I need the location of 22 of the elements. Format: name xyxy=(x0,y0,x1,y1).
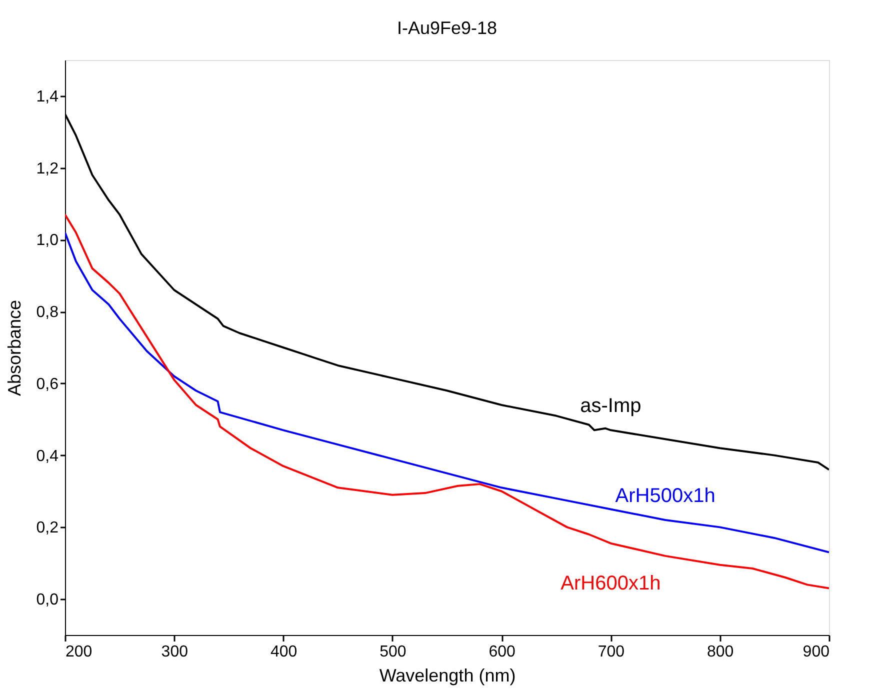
y-tick-label: 0,0 xyxy=(36,592,59,609)
x-tick-label: 300 xyxy=(161,644,188,660)
y-tick-label: 0,6 xyxy=(36,376,59,393)
x-tick-label: 500 xyxy=(380,644,406,660)
y-tick-label: 0,4 xyxy=(36,448,59,465)
y-tick-label: 1,2 xyxy=(36,160,59,178)
x-tick-label: 900 xyxy=(802,644,830,660)
y-tick-label: 0,2 xyxy=(36,520,59,537)
x-tick-label: 400 xyxy=(270,644,298,660)
y-axis-title: Absorbance xyxy=(4,300,24,396)
x-tick-label: 800 xyxy=(707,644,734,660)
x-tick-label: 600 xyxy=(488,644,516,660)
series-label: ArH600x1h xyxy=(560,572,661,594)
series-label: as-Imp xyxy=(580,395,642,418)
x-tick-label: 200 xyxy=(66,644,92,660)
series-label: ArH500x1h xyxy=(615,485,716,507)
y-tick-label: 1,0 xyxy=(36,232,59,250)
chart-title: I-Au9Fe9-18 xyxy=(396,18,498,38)
x-tick-label: 700 xyxy=(598,644,625,660)
y-tick-label: 0,8 xyxy=(36,304,59,322)
y-tick-label: 1,4 xyxy=(36,88,59,106)
x-axis-title: Wavelength (nm) xyxy=(379,666,516,686)
